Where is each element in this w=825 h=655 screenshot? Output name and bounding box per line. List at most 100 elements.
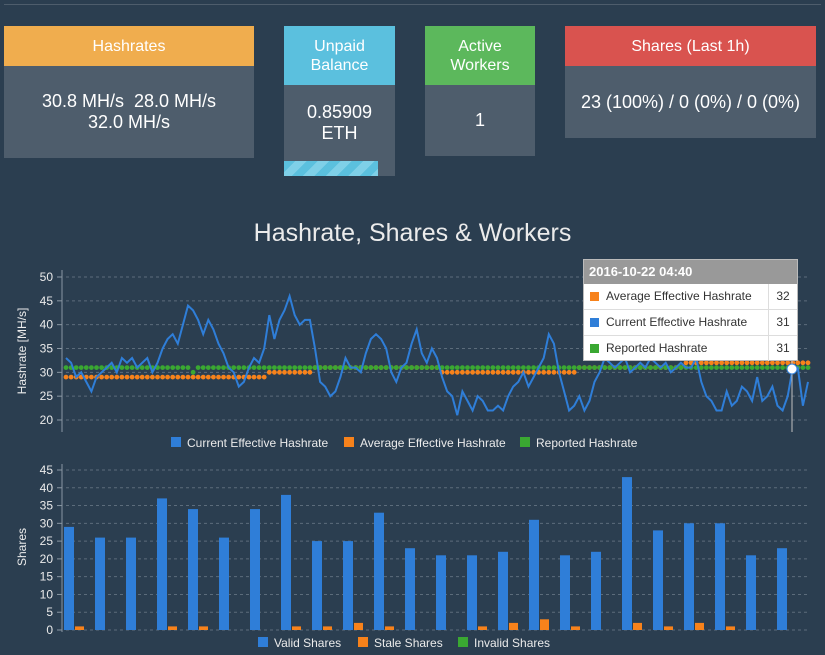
series-point — [429, 365, 435, 370]
series-point — [200, 374, 206, 380]
bar-valid-shares — [343, 541, 353, 630]
series-point — [63, 365, 69, 370]
series-point — [333, 365, 338, 370]
series-point — [266, 365, 272, 370]
series-point — [297, 365, 303, 370]
series-point — [592, 365, 597, 370]
series-point — [190, 369, 196, 375]
series-point — [460, 369, 465, 375]
series-point — [551, 365, 557, 370]
series-point — [541, 369, 547, 375]
unpaid-unit: ETH — [321, 123, 358, 143]
tooltip-label: Reported Hashrate — [606, 341, 708, 355]
series-point — [195, 374, 201, 380]
series-point — [607, 365, 613, 370]
series-point — [114, 374, 120, 380]
bar-stale-shares — [323, 626, 332, 630]
series-point — [236, 365, 242, 370]
series-point — [546, 365, 552, 370]
series-point — [419, 365, 425, 370]
series-point — [449, 369, 455, 375]
series-point — [465, 365, 470, 370]
series-point — [119, 374, 125, 380]
y-tick-label: 25 — [40, 534, 54, 548]
unpaid-balance-header: Unpaid Balance — [284, 26, 395, 85]
series-point — [515, 369, 521, 375]
y-tick-label: 45 — [40, 463, 54, 477]
series-point — [261, 374, 267, 380]
tooltip-value: 32 — [768, 284, 797, 309]
series-point — [322, 365, 328, 370]
series-point — [165, 374, 171, 380]
series-point — [698, 365, 704, 370]
series-point — [470, 365, 475, 370]
series-point — [637, 365, 643, 370]
series-point — [94, 365, 99, 370]
legend-swatch — [458, 637, 468, 647]
series-point — [764, 360, 770, 366]
series-point — [124, 365, 130, 370]
bar-valid-shares — [188, 509, 198, 630]
series-point — [134, 374, 140, 380]
series-point — [719, 365, 724, 370]
series-point — [480, 365, 486, 370]
bar-valid-shares — [529, 519, 539, 630]
y-tick-label: 30 — [40, 365, 54, 379]
bar-valid-shares — [281, 494, 291, 630]
series-point — [89, 365, 94, 370]
y-tick-label: 20 — [40, 413, 54, 427]
bar-valid-shares — [467, 555, 477, 630]
series-point — [256, 374, 262, 380]
series-point — [465, 369, 470, 375]
series-point — [211, 365, 216, 370]
bar-valid-shares — [374, 512, 384, 630]
y-tick-label: 20 — [40, 552, 54, 566]
series-point — [185, 374, 191, 380]
unpaid-title-2: Balance — [310, 56, 369, 74]
legend-swatch — [344, 437, 354, 447]
bar-valid-shares — [560, 555, 570, 630]
shares-title: Shares (Last 1h) — [631, 37, 750, 55]
series-point — [714, 365, 719, 370]
y-tick-label: 10 — [40, 587, 54, 601]
series-line-current-hashrate — [65, 292, 809, 416]
series-point — [719, 360, 724, 366]
series-point — [180, 374, 186, 380]
series-point — [383, 365, 389, 370]
bar-valid-shares — [715, 523, 725, 630]
series-point — [160, 365, 166, 370]
series-point — [541, 365, 547, 370]
series-point — [724, 365, 730, 370]
series-point — [277, 365, 282, 370]
series-point — [734, 360, 740, 366]
series-point — [566, 365, 572, 370]
active-workers-body: 1 — [425, 85, 535, 156]
series-point — [795, 360, 801, 366]
series-point — [83, 365, 89, 370]
bar-stale-shares — [509, 622, 518, 630]
bar-valid-shares — [219, 537, 229, 630]
series-point — [409, 365, 414, 370]
series-point — [216, 374, 221, 380]
bar-stale-shares — [199, 626, 208, 630]
bar-valid-shares — [622, 477, 632, 630]
tooltip-value: 31 — [768, 336, 797, 361]
bar-stale-shares — [75, 626, 84, 630]
series-point — [571, 369, 577, 375]
legend-label: Invalid Shares — [474, 636, 550, 650]
bar-stale-shares — [571, 626, 580, 630]
series-point — [551, 369, 557, 375]
tooltip-header: 2016-10-22 04:40 — [584, 260, 797, 284]
legend-label: Stale Shares — [374, 636, 443, 650]
y-tick-label: 35 — [40, 342, 54, 356]
series-point — [307, 369, 313, 375]
series-point — [526, 369, 531, 375]
hashrates-card: Hashrates 30.8 MH/s 28.0 MH/s 32.0 MH/s — [4, 26, 254, 158]
active-workers-header: Active Workers — [425, 26, 535, 85]
series-point — [780, 365, 785, 370]
series-point — [139, 365, 145, 370]
series-point — [185, 365, 191, 370]
series-point — [251, 365, 257, 370]
shares-value: 23 (100%) / 0 (0%) / 0 (0%) — [580, 91, 801, 112]
series-point — [241, 365, 247, 370]
